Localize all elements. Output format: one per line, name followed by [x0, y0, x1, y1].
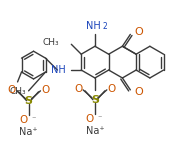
Text: NH: NH [51, 65, 65, 75]
Text: ⁻: ⁻ [98, 113, 102, 122]
Text: S: S [91, 95, 99, 105]
Text: CH₃: CH₃ [43, 38, 59, 47]
Text: S: S [25, 96, 33, 106]
Text: Na⁺: Na⁺ [19, 127, 38, 138]
Text: O: O [20, 115, 28, 125]
Text: 2: 2 [103, 22, 108, 31]
Text: Na⁺: Na⁺ [86, 127, 104, 136]
Text: O: O [134, 87, 143, 97]
Text: O: O [41, 85, 50, 95]
Text: O: O [86, 114, 94, 124]
Text: O: O [74, 84, 82, 94]
Text: NH: NH [86, 21, 100, 31]
Text: ⁻: ⁻ [31, 114, 36, 123]
Text: O: O [8, 85, 16, 95]
Text: O: O [108, 84, 116, 94]
Text: CH₃: CH₃ [9, 87, 26, 96]
Text: O: O [134, 27, 143, 37]
